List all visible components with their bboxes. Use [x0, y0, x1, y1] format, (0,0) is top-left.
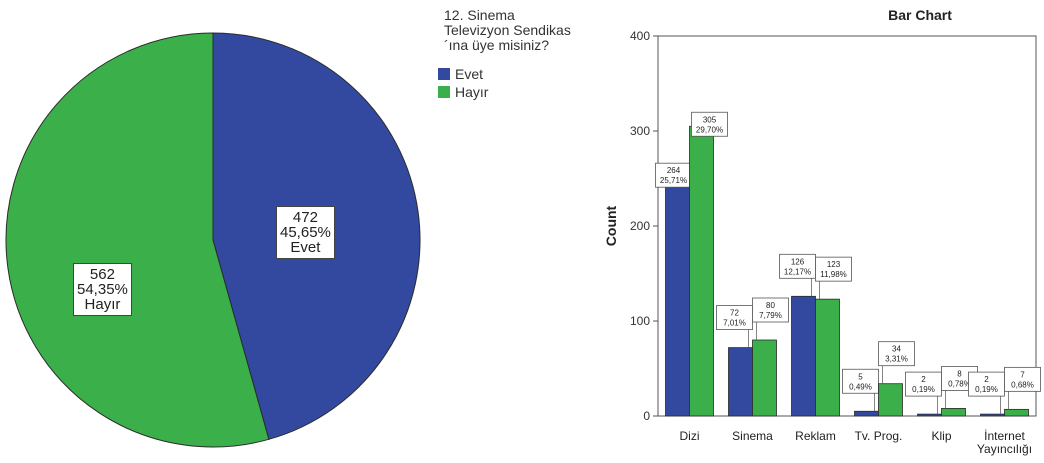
- bar-0-4: [917, 413, 942, 417]
- data-label-box-0-2: [779, 253, 816, 279]
- data-label-percent-0-4: 0,19%: [912, 385, 935, 394]
- pie-label-hayir-name: Hayır: [84, 296, 121, 313]
- data-label-1-5: 70,68%: [1004, 366, 1041, 410]
- y-tick-label-1: 100: [630, 314, 650, 328]
- pie-label-hayir-percent: 54,35%: [77, 281, 128, 298]
- data-label-box-0-5: [968, 371, 1005, 397]
- data-label-percent-1-2: 11,98%: [820, 270, 847, 279]
- chart-title: Bar Chart: [888, 7, 952, 23]
- data-label-box-0-0: [655, 162, 692, 188]
- data-label-percent-1-0: 29,70%: [696, 125, 723, 134]
- data-label-percent-0-3: 0,49%: [849, 382, 872, 391]
- data-label-box-1-1: [752, 297, 789, 323]
- data-label-count-1-1: 80: [766, 301, 775, 310]
- plot-frame: [657, 35, 1037, 417]
- x-tick-label-4: Klip: [931, 429, 951, 443]
- data-label-percent-0-1: 7,01%: [723, 319, 746, 328]
- bar-1-3: [878, 383, 903, 417]
- data-label-percent-1-5: 0,68%: [1011, 380, 1034, 389]
- legend-swatch-evet: [438, 68, 450, 80]
- data-label-percent-0-5: 0,19%: [975, 385, 998, 394]
- pie-label-evet-count: 472: [292, 209, 318, 226]
- pie-chart: [5, 32, 421, 448]
- bar-0-1: [728, 347, 753, 417]
- bar-1-4: [941, 407, 966, 417]
- x-tick-label-5: İnternet: [984, 429, 1025, 443]
- data-label-percent-1-4: 0,78%: [948, 379, 971, 388]
- bar-0-0: [665, 164, 690, 417]
- data-label-0-4: 20,19%: [905, 371, 942, 415]
- pie-label-hayir-count: 562: [89, 266, 115, 283]
- x-tick-label-1: Sinema: [732, 429, 773, 443]
- pie-slice-1: [5, 32, 270, 448]
- data-label-count-1-4: 8: [957, 369, 962, 378]
- data-label-percent-1-3: 3,31%: [885, 355, 908, 364]
- pie-legend: 12. Sinema Televizyon Sendikas´ına üye m…: [438, 8, 588, 101]
- data-label-box-1-5: [1004, 366, 1041, 392]
- data-label-1-3: 343,31%: [878, 341, 915, 384]
- data-label-count-1-5: 7: [1020, 370, 1025, 379]
- pie-label-hayir: 562 54,35% Hayır: [73, 263, 132, 316]
- data-label-count-1-0: 305: [703, 115, 717, 124]
- data-label-0-5: 20,19%: [968, 371, 1005, 415]
- data-label-box-1-3: [878, 341, 915, 367]
- data-label-count-0-5: 2: [984, 375, 989, 384]
- data-label-box-0-1: [716, 305, 753, 331]
- y-tick-label-3: 300: [630, 124, 650, 138]
- data-label-count-1-3: 34: [892, 345, 901, 354]
- bar-1-0: [689, 125, 714, 417]
- bar-1-5: [1004, 408, 1029, 417]
- data-label-percent-0-2: 12,17%: [784, 267, 811, 276]
- bar-chart: Bar Chart0100200300400Count26425,71%3052…: [603, 7, 1041, 456]
- x-tick-label-0: Dizi: [680, 429, 700, 443]
- data-label-count-1-2: 123: [827, 260, 841, 269]
- y-tick-label-2: 200: [630, 219, 650, 233]
- pie-label-evet-percent: 45,65%: [280, 224, 331, 241]
- bar-0-5: [980, 413, 1005, 417]
- pie-label-evet-name: Evet: [290, 239, 321, 256]
- legend-title: 12. Sinema Televizyon Sendikas´ına üye m…: [444, 7, 571, 53]
- data-label-0-3: 50,49%: [842, 368, 879, 412]
- y-tick-label-4: 400: [630, 29, 650, 43]
- y-tick-label-0: 0: [643, 409, 650, 423]
- data-label-0-1: 727,01%: [716, 305, 753, 348]
- x-tick-label-2: Reklam: [795, 429, 836, 443]
- data-label-count-0-0: 264: [667, 166, 681, 175]
- data-label-box-0-3: [842, 368, 879, 394]
- legend-label-hayir: Hayır: [455, 84, 489, 100]
- data-label-count-0-3: 5: [858, 372, 863, 381]
- bar-0-2: [791, 295, 816, 417]
- data-label-count-0-1: 72: [730, 309, 739, 318]
- legend-swatch-hayir: [438, 86, 450, 98]
- data-label-percent-1-1: 7,79%: [759, 311, 782, 320]
- bar-1-1: [752, 339, 777, 417]
- data-label-percent-0-0: 25,71%: [660, 176, 687, 185]
- y-axis-label: Count: [603, 205, 619, 246]
- x-tick-label-5-line2: Yayıncılığı: [977, 442, 1032, 456]
- legend-item-evet: Evet: [438, 65, 588, 83]
- data-label-count-0-4: 2: [921, 375, 926, 384]
- data-label-count-0-2: 126: [791, 257, 805, 266]
- data-label-box-1-2: [815, 256, 852, 282]
- bar-1-2: [815, 298, 840, 417]
- pie-label-evet: 472 45,65% Evet: [276, 206, 335, 259]
- bar-0-3: [854, 410, 879, 417]
- x-tick-label-3: Tv. Prog.: [855, 429, 903, 443]
- data-label-box-1-0: [691, 111, 728, 137]
- legend-item-hayir: Hayır: [438, 83, 588, 101]
- data-label-1-1: 807,79%: [752, 297, 789, 340]
- legend-label-evet: Evet: [455, 66, 484, 82]
